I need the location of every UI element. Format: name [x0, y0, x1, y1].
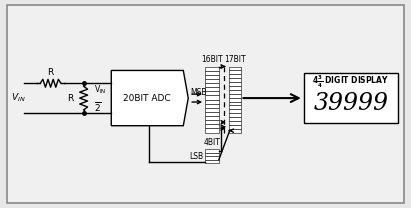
- Text: 17BIT: 17BIT: [224, 54, 245, 64]
- Text: LSB: LSB: [189, 152, 203, 161]
- Bar: [205, 71, 219, 75]
- Bar: [205, 100, 219, 104]
- Bar: [205, 104, 219, 108]
- Bar: [229, 86, 240, 90]
- Bar: [205, 79, 219, 83]
- Bar: [205, 149, 219, 153]
- Bar: [229, 129, 240, 133]
- Bar: [229, 67, 240, 70]
- Bar: [229, 82, 240, 86]
- Text: MSB: MSB: [190, 88, 207, 97]
- Text: R: R: [67, 94, 73, 103]
- Bar: [205, 75, 219, 79]
- Text: R: R: [47, 68, 53, 77]
- Text: $V_{IN}$: $V_{IN}$: [11, 92, 25, 104]
- Text: 39999: 39999: [314, 92, 388, 115]
- Bar: [304, 73, 398, 123]
- Bar: [229, 121, 240, 125]
- Bar: [205, 108, 219, 112]
- Bar: [229, 105, 240, 109]
- Text: $\overline{2}$: $\overline{2}$: [94, 100, 101, 114]
- Bar: [205, 112, 219, 116]
- Bar: [205, 116, 219, 120]
- Bar: [229, 90, 240, 94]
- Text: 16BIT: 16BIT: [201, 54, 223, 64]
- Text: $\mathregular{V_{IN}}$: $\mathregular{V_{IN}}$: [94, 84, 106, 96]
- Bar: [229, 113, 240, 117]
- Text: 20BIT ADC: 20BIT ADC: [123, 94, 171, 103]
- Bar: [205, 91, 219, 95]
- Bar: [229, 74, 240, 78]
- Bar: [205, 67, 219, 71]
- Text: 4BIT: 4BIT: [203, 138, 220, 147]
- Bar: [229, 78, 240, 82]
- Bar: [205, 83, 219, 87]
- Bar: [229, 109, 240, 113]
- Bar: [205, 120, 219, 124]
- Bar: [205, 129, 219, 133]
- Bar: [205, 124, 219, 129]
- Bar: [229, 125, 240, 129]
- Bar: [229, 102, 240, 105]
- Bar: [229, 94, 240, 98]
- Bar: [229, 98, 240, 102]
- Bar: [205, 156, 219, 160]
- Bar: [205, 153, 219, 156]
- Text: 4$\mathbf{\frac{3}{4}}$ DIGIT DISPLAY: 4$\mathbf{\frac{3}{4}}$ DIGIT DISPLAY: [312, 74, 390, 90]
- Bar: [205, 95, 219, 100]
- Bar: [205, 87, 219, 91]
- Bar: [229, 70, 240, 74]
- Polygon shape: [111, 71, 188, 126]
- Bar: [229, 117, 240, 121]
- Bar: [205, 160, 219, 163]
